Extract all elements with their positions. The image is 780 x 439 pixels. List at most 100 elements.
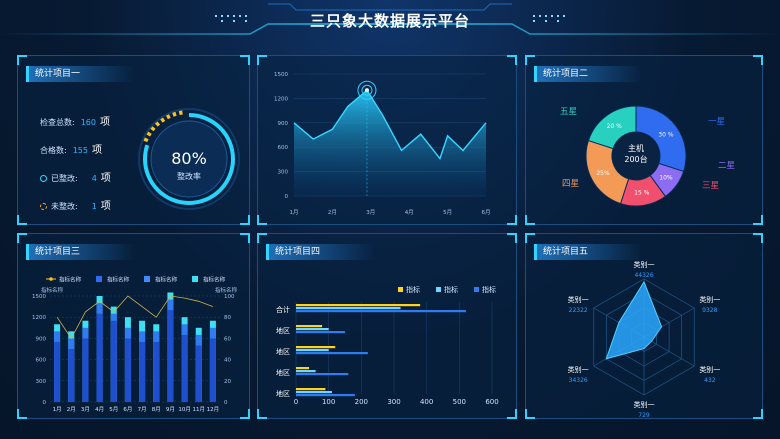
radar-axis-value: 9328 bbox=[702, 307, 717, 314]
donut-slice-label: 20 % bbox=[607, 123, 623, 130]
y-tick-label: 300 bbox=[36, 379, 47, 385]
x-tick-label: 0 bbox=[294, 398, 298, 406]
panel-stats-one: 统计项目一 检查总数: 160 项 合格数: 155 项 已整改: 4 项 未整改: 1 项 8… bbox=[17, 55, 250, 225]
y-tick-label-right: 80 bbox=[224, 315, 231, 321]
y-tick-label: 300 bbox=[278, 170, 289, 176]
y-axis-name-right: 指标名称 bbox=[215, 286, 238, 294]
header-frame bbox=[0, 3, 780, 35]
bar bbox=[296, 331, 345, 334]
stat-unit: 项 bbox=[91, 145, 102, 156]
stat-total: 检查总数: 160 项 bbox=[40, 113, 110, 128]
bar bbox=[296, 367, 310, 370]
legend-swatch bbox=[436, 287, 441, 292]
x-tick-label: 4月 bbox=[405, 209, 414, 216]
bar bbox=[68, 349, 75, 402]
x-tick-label: 400 bbox=[420, 398, 433, 406]
bar bbox=[296, 304, 421, 307]
header: 三只象大数据展示平台 bbox=[0, 0, 780, 44]
x-tick-label: 1月 bbox=[53, 406, 62, 413]
radar-axis-value: 432 bbox=[704, 377, 716, 384]
radar-axis-value: 34326 bbox=[569, 377, 588, 384]
y-tick-label: 1500 bbox=[32, 294, 46, 300]
gauge-tick bbox=[150, 126, 156, 132]
gauge: 80% 整改率 bbox=[138, 108, 240, 210]
y-tick-label: 1200 bbox=[274, 96, 288, 102]
donut-center-label: 主机 bbox=[628, 143, 644, 153]
stat-fixed: 已整改: 4 项 bbox=[40, 169, 111, 184]
panel-stats-four: 统计项目四 指标 指标 指标 0 100 200 300 400 500 600 合计 地区 地区 地区地… bbox=[257, 233, 517, 419]
series-line bbox=[56, 295, 214, 340]
stat-unit: 项 bbox=[100, 201, 111, 212]
stat-value: 160 bbox=[80, 118, 96, 127]
y-tick-label-right: 100 bbox=[224, 294, 235, 300]
bar bbox=[181, 334, 188, 402]
legend-label: 指标 bbox=[406, 285, 420, 294]
donut-center bbox=[613, 133, 659, 179]
bar bbox=[195, 345, 202, 402]
panel-title: 统计项目三 bbox=[26, 244, 134, 260]
page-title: 三只象大数据展示平台 bbox=[309, 12, 470, 30]
stat-value: 1 bbox=[91, 202, 97, 211]
legend-swatch bbox=[144, 276, 150, 282]
bar bbox=[153, 341, 160, 402]
bar bbox=[296, 391, 332, 394]
legend-label: 指标 bbox=[482, 285, 496, 294]
donut-legend-label: 一星 bbox=[708, 117, 725, 127]
gauge-tick bbox=[146, 131, 152, 137]
x-tick-label: 4月 bbox=[95, 406, 104, 413]
y-axis-name-left: 指标名称 bbox=[41, 286, 64, 294]
gauge-remaining-ticks bbox=[143, 110, 183, 143]
stat-label: 合格数: bbox=[40, 146, 67, 155]
x-tick-label: 5月 bbox=[443, 209, 452, 216]
legend-label: 指标 bbox=[444, 285, 458, 294]
radar-axis-label: 类别一 bbox=[699, 365, 720, 374]
bar bbox=[124, 338, 131, 402]
bar bbox=[296, 373, 349, 376]
stat-unfixed: 未整改: 1 项 bbox=[40, 197, 111, 212]
legend-swatch bbox=[474, 287, 479, 292]
donut-slice-label: 25% bbox=[596, 170, 610, 177]
legend-label: 指标名称 bbox=[203, 276, 226, 284]
x-tick-label: 6月 bbox=[482, 209, 491, 216]
radar-axis-label: 类别一 bbox=[634, 400, 655, 409]
donut-slice-label: 10% bbox=[659, 175, 673, 182]
panel-stats-two: 统计项目二 30 % 一星 10% 二星 15 % 三星 25% 四星 20 % 五星 主机 200台 bbox=[525, 55, 763, 225]
x-tick-label: 500 bbox=[453, 398, 466, 406]
category-label: 地区 bbox=[276, 326, 290, 335]
legend-swatch bbox=[96, 276, 102, 282]
stat-unit: 项 bbox=[99, 117, 110, 128]
bar bbox=[54, 341, 61, 402]
x-tick-label: 11月 bbox=[193, 406, 206, 413]
highlight-point bbox=[364, 88, 369, 93]
radar-axis-label: 类别一 bbox=[699, 295, 720, 304]
x-tick-label: 9月 bbox=[166, 406, 175, 413]
gauge-tick bbox=[178, 110, 183, 115]
panel-stats-three: 统计项目三 指标名称 指标名称 指标名称 指标名称 指标名称 指标名称 0 300 600 900… bbox=[17, 233, 250, 419]
stat-value: 155 bbox=[72, 146, 88, 155]
radar-axis-label: 类别一 bbox=[568, 365, 589, 374]
gauge-progress-arc bbox=[143, 113, 235, 205]
legend-label: 指标名称 bbox=[59, 276, 82, 284]
panel-stats-five: 统计项目五 类别一 44326 类别一 9328 类别一 432 类别一 729 类别一 3432… bbox=[525, 233, 763, 419]
y-tick-label: 900 bbox=[36, 336, 47, 342]
bar bbox=[82, 338, 89, 402]
x-tick-label: 2月 bbox=[328, 209, 337, 216]
x-tick-label: 200 bbox=[355, 398, 368, 406]
x-tick-label: 3月 bbox=[81, 406, 90, 413]
gauge-tick bbox=[165, 114, 171, 120]
category-label: 地区 bbox=[276, 347, 290, 356]
gauge-value: 80% bbox=[171, 149, 207, 168]
y-tick-label-right: 0 bbox=[224, 400, 228, 406]
bar bbox=[296, 352, 368, 355]
bar bbox=[296, 370, 316, 373]
bar bbox=[296, 349, 329, 352]
category-label: 地区 bbox=[276, 368, 290, 377]
x-tick-label: 2月 bbox=[67, 406, 76, 413]
bar bbox=[296, 328, 329, 331]
area-fill bbox=[294, 90, 486, 196]
donut-legend-label: 三星 bbox=[702, 181, 719, 191]
x-tick-label: 1月 bbox=[290, 209, 299, 216]
y-tick-label: 1200 bbox=[32, 315, 46, 321]
